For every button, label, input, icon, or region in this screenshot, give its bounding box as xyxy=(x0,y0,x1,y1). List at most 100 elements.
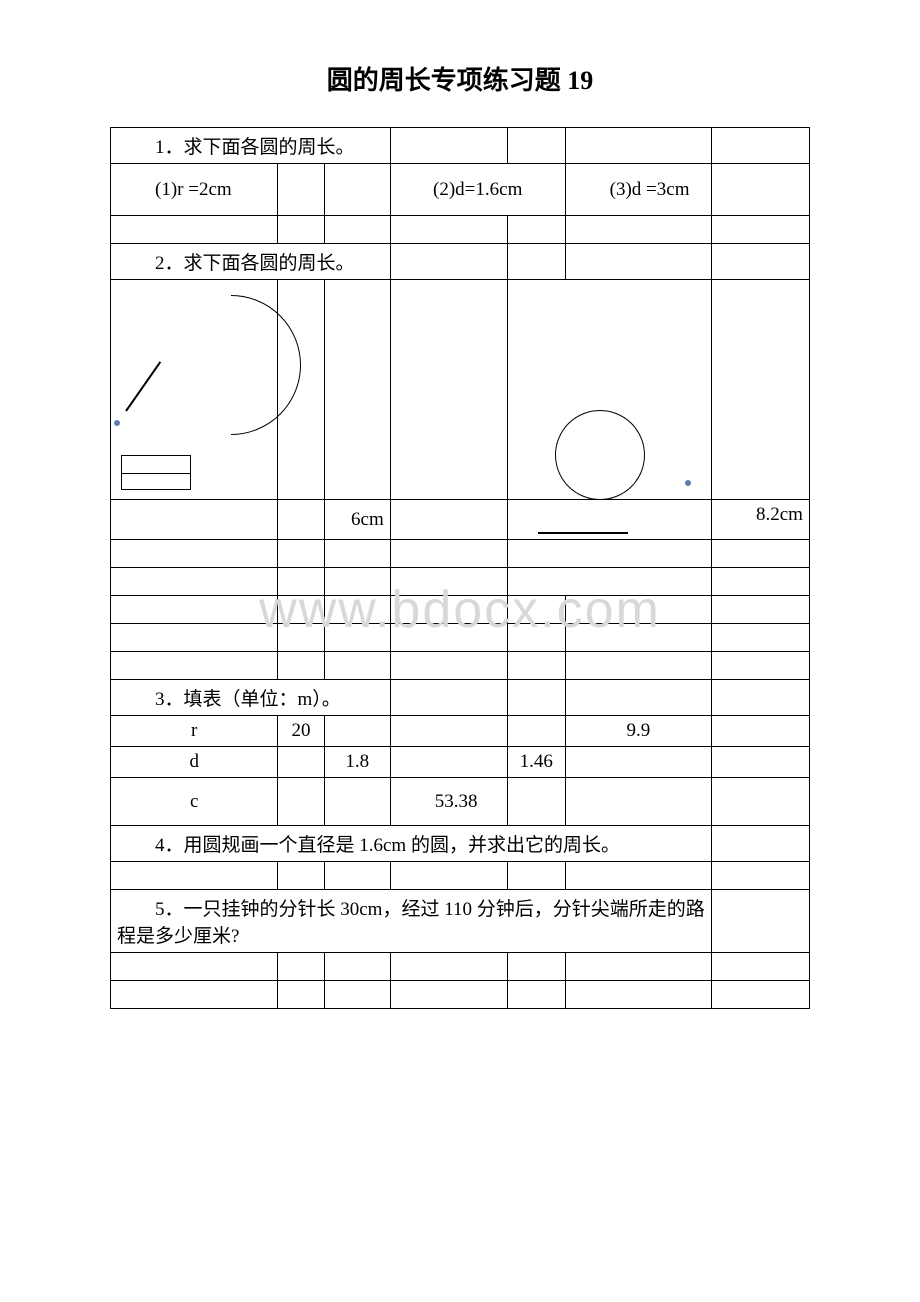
empty-cell xyxy=(111,596,278,624)
empty-cell xyxy=(278,981,324,1009)
label-6cm: 6cm xyxy=(324,500,390,540)
empty-cell xyxy=(390,624,507,652)
empty-cell xyxy=(711,244,809,280)
q3-r-v1: 20 xyxy=(278,716,324,747)
empty-cell xyxy=(390,216,507,244)
q4-prompt: 4．用圆规画一个直径是 1.6cm 的圆，并求出它的周长。 xyxy=(111,826,712,862)
empty-cell xyxy=(507,652,565,680)
q1-prompt: 1．求下面各圆的周长。 xyxy=(111,128,391,164)
empty-cell xyxy=(565,596,711,624)
worksheet-table: 1．求下面各圆的周长。 (1)r =2cm (2)d=1.6cm (3)d =3… xyxy=(110,127,810,1009)
underline-cell xyxy=(507,500,711,540)
q3-c-v2 xyxy=(324,778,390,826)
q3-c-v4 xyxy=(507,778,565,826)
empty-cell xyxy=(324,568,390,596)
empty-cell xyxy=(390,652,507,680)
empty-cell xyxy=(390,568,507,596)
empty-cell xyxy=(507,216,565,244)
q3-d-label: d xyxy=(111,747,278,778)
empty-cell xyxy=(278,164,324,216)
empty-cell xyxy=(390,862,507,890)
empty-cell xyxy=(390,596,507,624)
empty-cell xyxy=(111,652,278,680)
q3-r-v5: 9.9 xyxy=(565,716,711,747)
empty-cell xyxy=(390,500,507,540)
empty-cell xyxy=(324,280,390,500)
empty-cell xyxy=(324,652,390,680)
q3-prompt: 3．填表（单位：m）。 xyxy=(111,680,391,716)
q3-c-v1 xyxy=(278,778,324,826)
empty-cell xyxy=(278,596,324,624)
empty-cell xyxy=(111,540,278,568)
page-title: 圆的周长专项练习题 19 xyxy=(110,60,810,97)
empty-cell xyxy=(711,953,809,981)
q3-d-v1 xyxy=(278,747,324,778)
q2-diagram-right xyxy=(507,280,711,500)
q1-d2: (3)d =3cm xyxy=(565,164,711,216)
empty-cell xyxy=(324,624,390,652)
empty-cell xyxy=(565,128,711,164)
empty-cell xyxy=(565,953,711,981)
empty-cell xyxy=(324,540,390,568)
empty-cell xyxy=(565,680,711,716)
empty-cell xyxy=(390,680,507,716)
empty-cell xyxy=(278,953,324,981)
empty-cell xyxy=(507,128,565,164)
empty-cell xyxy=(507,981,565,1009)
empty-cell xyxy=(324,862,390,890)
empty-cell xyxy=(565,652,711,680)
empty-cell xyxy=(565,216,711,244)
empty-cell xyxy=(278,652,324,680)
q1-r: (1)r =2cm xyxy=(111,164,278,216)
q3-r-v2 xyxy=(324,716,390,747)
empty-cell xyxy=(507,540,711,568)
empty-cell xyxy=(565,981,711,1009)
empty-cell xyxy=(324,953,390,981)
q3-c-v3: 53.38 xyxy=(390,778,507,826)
empty-cell xyxy=(711,568,809,596)
empty-cell xyxy=(711,890,809,953)
empty-cell xyxy=(711,680,809,716)
empty-cell xyxy=(324,164,390,216)
q3-c-v6 xyxy=(711,778,809,826)
empty-cell xyxy=(111,624,278,652)
empty-cell xyxy=(565,244,711,280)
empty-cell xyxy=(278,216,324,244)
empty-cell xyxy=(278,624,324,652)
empty-cell xyxy=(565,624,711,652)
empty-cell xyxy=(278,540,324,568)
empty-cell xyxy=(711,652,809,680)
q5-prompt: 5．一只挂钟的分针长 30cm，经过 110 分钟后，分针尖端所走的路程是多少厘… xyxy=(111,890,712,953)
empty-cell xyxy=(507,953,565,981)
empty-cell xyxy=(711,280,809,500)
empty-cell xyxy=(324,596,390,624)
empty-cell xyxy=(711,128,809,164)
q3-r-v4 xyxy=(507,716,565,747)
empty-cell xyxy=(711,540,809,568)
empty-cell xyxy=(390,244,507,280)
empty-cell xyxy=(111,953,278,981)
empty-cell xyxy=(111,981,278,1009)
q3-c-v5 xyxy=(565,778,711,826)
empty-cell xyxy=(111,216,278,244)
empty-cell xyxy=(324,216,390,244)
empty-cell xyxy=(390,953,507,981)
empty-cell xyxy=(278,862,324,890)
empty-cell xyxy=(711,216,809,244)
empty-cell xyxy=(390,128,507,164)
empty-cell xyxy=(711,596,809,624)
q3-d-v4: 1.46 xyxy=(507,747,565,778)
q2-diagram-left xyxy=(111,280,278,500)
empty-cell xyxy=(507,680,565,716)
q3-d-v2: 1.8 xyxy=(324,747,390,778)
empty-cell xyxy=(111,500,278,540)
q3-d-v3 xyxy=(390,747,507,778)
empty-cell xyxy=(711,826,809,862)
q3-c-label: c xyxy=(111,778,278,826)
empty-cell xyxy=(507,596,565,624)
empty-cell xyxy=(278,568,324,596)
empty-cell xyxy=(278,500,324,540)
empty-cell xyxy=(390,280,507,500)
label-82cm: 8.2cm xyxy=(711,500,809,540)
q1-d1: (2)d=1.6cm xyxy=(390,164,565,216)
